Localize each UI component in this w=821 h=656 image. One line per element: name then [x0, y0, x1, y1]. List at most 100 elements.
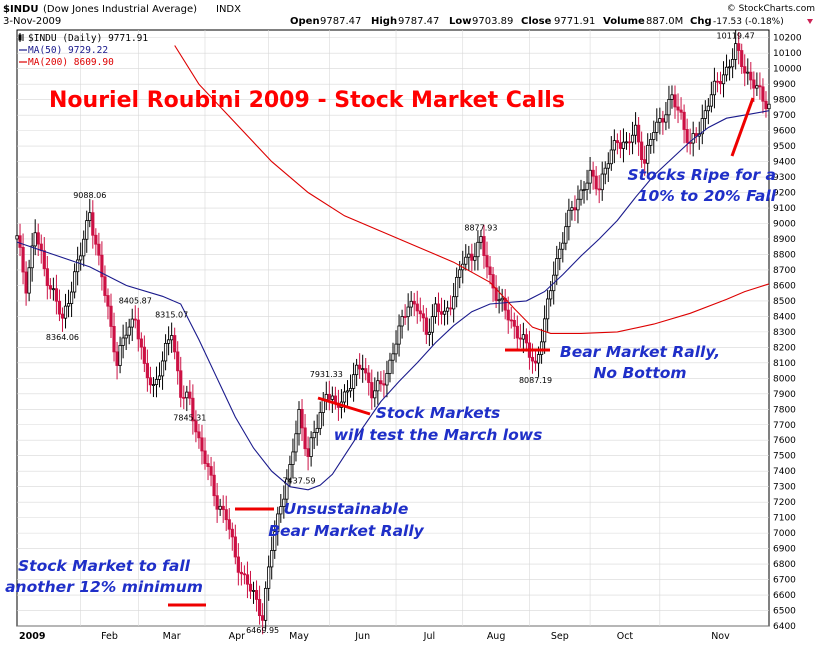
price-body: [536, 354, 541, 364]
price-bar: [355, 358, 359, 387]
price-bar: [630, 121, 635, 155]
price-body: [127, 326, 131, 336]
price-bar: [88, 198, 92, 228]
price-bar: [185, 385, 189, 412]
price-bar: [121, 324, 125, 359]
price-bar: [215, 482, 219, 523]
annotation-ripe-fall: Stocks Ripe for a 10% to 20% Fall: [628, 97, 777, 205]
price-bar: [242, 565, 247, 585]
price-body: [458, 269, 462, 278]
y-tick-label: 9500: [773, 142, 796, 152]
price-bar: [652, 120, 656, 154]
price-bar: [197, 423, 201, 449]
price-bar: [755, 72, 759, 96]
price-bar: [358, 353, 362, 379]
y-tick-label: 7800: [773, 405, 796, 415]
price-body: [194, 420, 198, 433]
price-bar: [133, 305, 137, 329]
price-body: [94, 234, 98, 245]
price-bar: [464, 244, 468, 271]
price-label: 8364.06: [46, 333, 79, 342]
price-body: [294, 433, 298, 453]
price-body: [758, 85, 762, 88]
price-body: [236, 556, 240, 573]
price-bar: [200, 424, 204, 465]
legend-item-ma200: MA(200) 8609.90: [19, 57, 114, 68]
y-tick-label: 7700: [773, 421, 796, 431]
price-bar: [170, 322, 174, 353]
price-bar: [712, 67, 717, 109]
price-bar: [385, 360, 389, 398]
price-body: [764, 100, 768, 110]
price-body: [724, 66, 729, 76]
price-bar: [452, 282, 456, 323]
y-tick-label: 7400: [773, 467, 796, 477]
price-body: [640, 141, 644, 161]
plot-area: [16, 29, 770, 627]
price-bar: [536, 346, 541, 377]
y-tick-label: 7100: [773, 514, 796, 524]
legend-item-price: $INDU (Daily) 9771.91: [18, 33, 148, 44]
price-bar: [546, 289, 550, 332]
price-body: [673, 94, 677, 108]
price-body: [682, 111, 686, 130]
price-bar: [373, 377, 377, 408]
price-bar: [167, 326, 171, 356]
price-body: [264, 587, 268, 621]
high-value: 9787.47: [398, 16, 439, 27]
price-body: [239, 571, 243, 575]
price-body: [439, 311, 444, 315]
price-bar: [327, 380, 331, 411]
annotation-march-lows: Stock Markets will test the March lows: [317, 396, 542, 444]
price-body: [79, 255, 83, 261]
price-bar: [615, 133, 619, 155]
price-bar: [597, 175, 601, 204]
price-body: [251, 590, 256, 592]
price-bar: [637, 117, 641, 156]
price-body: [85, 220, 89, 240]
price-body: [376, 380, 380, 392]
low-label: Low: [449, 16, 471, 27]
price-body: [206, 463, 210, 467]
price-body: [379, 380, 383, 385]
annotation-line: Stock Markets: [376, 404, 501, 422]
price-body: [185, 391, 189, 399]
price-bar: [670, 85, 674, 109]
annotation-unsustainable: Unsustainable Bear Market Rally: [235, 500, 425, 540]
price-bar: [109, 293, 113, 339]
price-bar: [640, 131, 644, 168]
price-label: 10119.47: [717, 31, 755, 40]
price-bar: [303, 414, 307, 456]
price-bar: [588, 156, 592, 194]
price-bar: [245, 561, 250, 599]
price-bar: [430, 304, 435, 346]
price-label: 7931.33: [310, 370, 343, 379]
price-series: [15, 29, 771, 635]
price-bar: [227, 508, 231, 540]
price-body: [170, 335, 174, 341]
price-bar: [455, 267, 459, 308]
price-bar: [103, 265, 107, 303]
price-body: [579, 189, 583, 200]
annotation-line: Bear Market Rally,: [560, 343, 720, 361]
price-body: [473, 256, 477, 261]
price-body: [97, 243, 101, 256]
price-bar: [715, 72, 720, 93]
price-bar: [367, 364, 371, 396]
price-body: [257, 599, 262, 617]
price-bar: [179, 356, 183, 408]
price-bar: [54, 274, 59, 315]
price-bar: [400, 309, 404, 339]
price-bar: [130, 308, 134, 342]
price-bar: [436, 292, 441, 326]
price-bar: [218, 498, 222, 516]
price-body: [436, 303, 441, 313]
price-body: [267, 566, 271, 589]
price-bar: [685, 118, 689, 153]
price-body: [661, 118, 665, 123]
price-body: [452, 296, 456, 310]
price-body: [588, 169, 592, 184]
y-tick-label: 9200: [773, 189, 796, 199]
index-name: (Dow Jones Industrial Average): [43, 4, 197, 15]
price-bar: [288, 455, 292, 487]
